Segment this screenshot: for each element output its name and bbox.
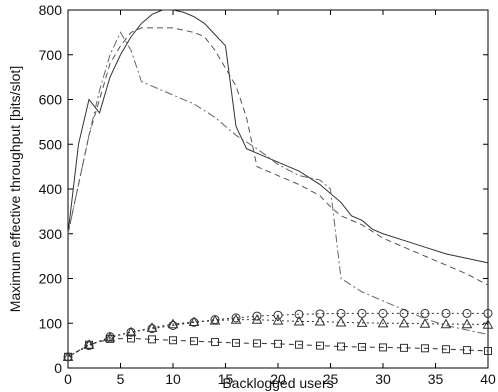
- y-tick-label: 0: [54, 360, 62, 376]
- data-point-square: [232, 338, 240, 347]
- data-point-triangle: [440, 318, 452, 329]
- x-tick-label: 30: [375, 371, 391, 387]
- data-point-circle: [231, 313, 241, 323]
- data-point-circle: [462, 308, 472, 318]
- y-axis-label: Maximum effective throughput [bits/slot]: [7, 66, 23, 312]
- data-point-triangle: [272, 315, 284, 325]
- plot-frame: [67, 9, 489, 369]
- data-point-triangle: [335, 316, 347, 327]
- data-point-triangle: [461, 318, 473, 329]
- data-point-circle: [168, 320, 178, 330]
- data-point-square: [337, 342, 345, 351]
- series-line-6: [67, 337, 489, 358]
- data-point-triangle: [188, 316, 200, 327]
- data-point-circle: [399, 308, 409, 318]
- x-tick-label: 35: [428, 371, 444, 387]
- y-tick-label: 800: [39, 2, 63, 18]
- data-point-circle: [441, 308, 451, 318]
- data-point-triangle: [251, 314, 263, 324]
- x-tick-label: 20: [270, 371, 286, 387]
- x-axis-label: Backlogged users: [222, 375, 333, 391]
- data-point-square: [421, 344, 429, 353]
- data-point-triangle: [356, 317, 368, 327]
- series-line-3: [67, 31, 489, 335]
- data-point-square: [169, 336, 177, 345]
- series-line-5: [67, 319, 489, 358]
- data-point-square: [253, 339, 261, 348]
- data-point-square: [148, 335, 156, 344]
- data-point-square: [64, 352, 72, 361]
- data-point-square: [274, 339, 282, 348]
- data-point-square: [211, 338, 219, 347]
- y-tick-label: 200: [39, 271, 63, 287]
- x-tick-label: 5: [117, 371, 125, 387]
- y-tick-label: 600: [39, 92, 63, 108]
- data-point-triangle: [104, 332, 116, 342]
- data-point-square: [316, 341, 324, 350]
- data-point-square: [379, 343, 387, 352]
- data-point-triangle: [419, 318, 431, 328]
- data-point-triangle: [230, 314, 242, 324]
- x-tick-label: 25: [323, 371, 339, 387]
- data-point-triangle: [482, 319, 494, 329]
- data-point-square: [85, 340, 93, 349]
- series-line-2: [67, 27, 489, 286]
- data-point-circle: [483, 308, 493, 318]
- data-point-circle: [420, 308, 430, 318]
- data-point-triangle: [293, 315, 305, 326]
- y-tick-label: 300: [39, 226, 63, 242]
- data-point-triangle: [377, 317, 389, 328]
- data-point-triangle: [209, 315, 221, 325]
- data-point-triangle: [398, 317, 410, 328]
- data-point-triangle: [125, 326, 137, 337]
- data-point-triangle: [314, 315, 326, 326]
- x-tick-label: 40: [480, 371, 496, 387]
- data-point-circle: [294, 309, 304, 319]
- data-point-square: [358, 342, 366, 351]
- series-line-1: [67, 9, 489, 264]
- data-point-triangle: [167, 318, 179, 329]
- data-point-square: [484, 346, 492, 355]
- data-point-square: [463, 346, 471, 355]
- x-tick-label: 10: [165, 371, 181, 387]
- data-point-square: [295, 340, 303, 349]
- x-tick-label: 15: [218, 371, 234, 387]
- data-point-square: [400, 343, 408, 352]
- data-point-circle: [378, 308, 388, 318]
- data-point-triangle: [146, 322, 158, 332]
- x-tick-label: 0: [64, 371, 72, 387]
- data-point-square: [442, 345, 450, 354]
- data-point-square: [106, 334, 114, 343]
- data-point-square: [190, 337, 198, 346]
- y-tick-label: 400: [39, 181, 63, 197]
- data-point-square: [127, 334, 135, 343]
- data-point-circle: [273, 310, 283, 320]
- y-tick-label: 500: [39, 136, 63, 152]
- y-tick-label: 100: [39, 315, 63, 331]
- y-tick-label: 700: [39, 47, 63, 63]
